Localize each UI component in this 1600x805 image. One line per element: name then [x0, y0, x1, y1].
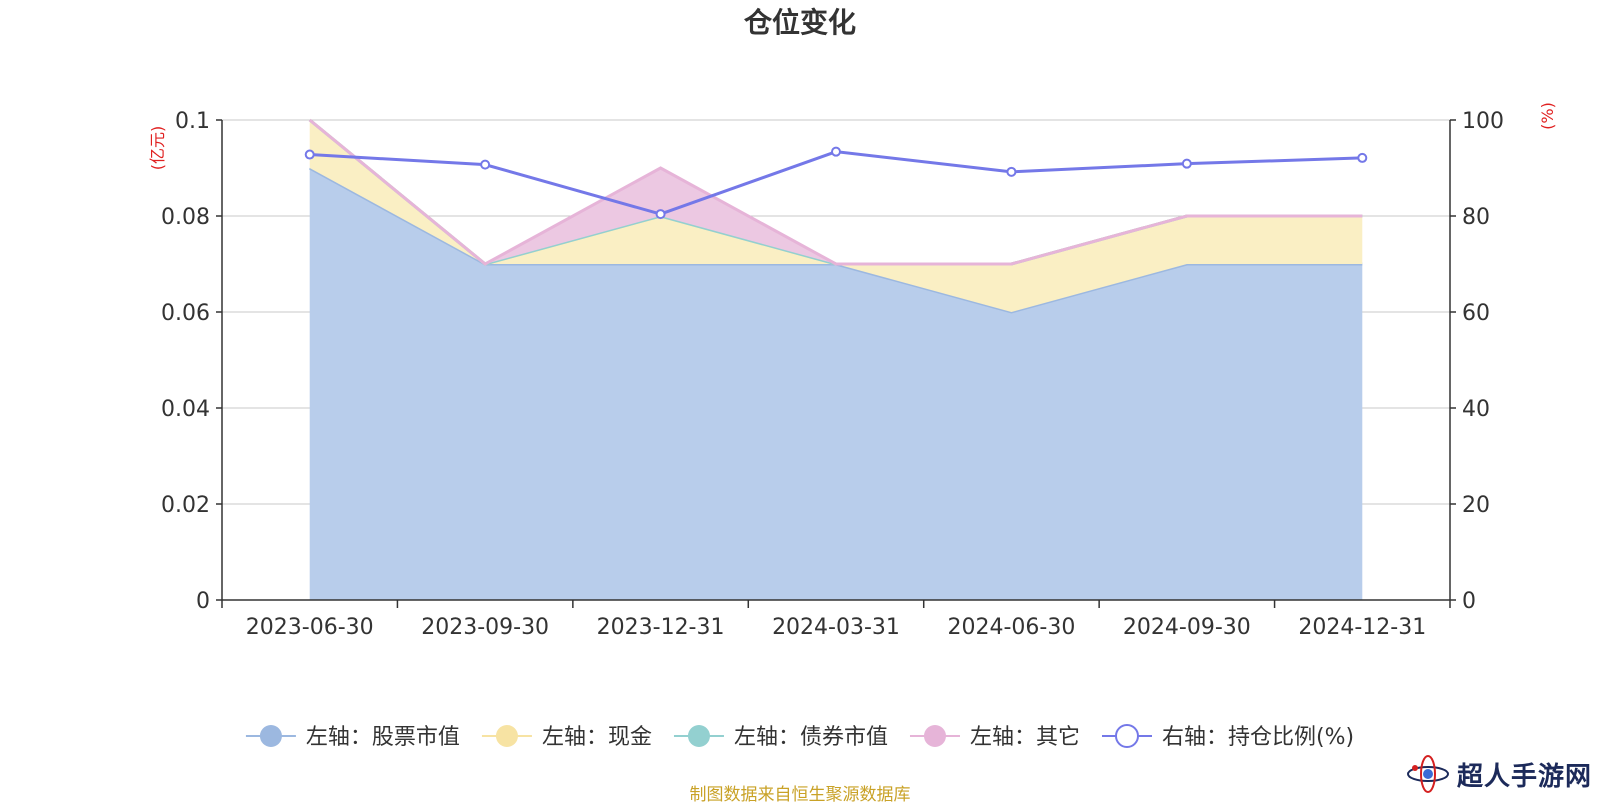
- data-point: [304, 149, 315, 160]
- legend-swatch-marker: [1114, 724, 1139, 748]
- left-tick-label: 0: [196, 589, 210, 614]
- legend-swatch-marker: [923, 725, 946, 747]
- legend-swatch-marker: [259, 725, 282, 747]
- data-point: [655, 209, 666, 220]
- left-tick-label: 0.1: [175, 109, 210, 134]
- area-fill: [309, 168, 1363, 600]
- legend-item: 左轴：股票市值: [245, 725, 460, 750]
- legend-item: 左轴：现金: [481, 725, 652, 750]
- right-tick-label: 100: [1462, 109, 1504, 134]
- watermark: 超人手游网: [1405, 754, 1592, 794]
- watermark-text: 超人手游网: [1456, 761, 1592, 792]
- x-tick-label: 2023-12-31: [597, 615, 725, 640]
- area-series: [308, 118, 1363, 600]
- line-series: [304, 146, 1368, 220]
- area-fill: [309, 120, 1363, 264]
- area-edge-line: [308, 118, 1363, 266]
- left-tick-label: 0.08: [161, 205, 210, 230]
- x-tick-label: 2024-06-30: [947, 615, 1075, 640]
- legend-item: 左轴：债券市值: [673, 725, 888, 750]
- x-tick-label: 2023-09-30: [421, 615, 549, 640]
- legend-label: 左轴：债券市值: [734, 725, 888, 750]
- right-axis-unit: (%): [1538, 102, 1557, 130]
- right-tick-label: 40: [1462, 397, 1490, 422]
- right-tick-label: 20: [1462, 493, 1490, 518]
- data-source-text: 制图数据来自恒生聚源数据库: [689, 785, 911, 805]
- legend-item: 右轴：持仓比例(%): [1101, 724, 1354, 750]
- data-point: [831, 146, 841, 157]
- right-tick-label: 60: [1462, 301, 1490, 326]
- legend-label: 左轴：其它: [970, 725, 1080, 750]
- data-point: [1181, 158, 1192, 169]
- data-point: [480, 159, 491, 170]
- left-tick-label: 0.02: [161, 493, 210, 518]
- watermark-logo-icon: [1406, 755, 1449, 793]
- left-tick-label: 0.04: [161, 397, 210, 422]
- left-axis-unit: (亿元): [148, 126, 167, 171]
- right-tick-label: 0: [1462, 589, 1476, 614]
- legend-label: 左轴：股票市值: [306, 725, 460, 750]
- data-point: [1357, 152, 1368, 163]
- series-line: [309, 150, 1363, 216]
- legend-swatch-marker: [687, 725, 710, 747]
- x-tick-label: 2024-12-31: [1298, 615, 1426, 640]
- legend-label: 左轴：现金: [542, 725, 652, 750]
- x-tick-label: 2023-06-30: [246, 615, 374, 640]
- left-tick-label: 0.06: [161, 301, 210, 326]
- data-point: [1006, 166, 1017, 177]
- axes: 0 0.02 0.04 0.06 0.08 0.1 0 20 40 60 80 100 2023-06-…: [161, 109, 1504, 640]
- area-fill: [309, 120, 1363, 312]
- chart-title: 仓位变化: [744, 6, 856, 39]
- legend-swatch-marker: [495, 725, 518, 747]
- x-tick-label: 2024-09-30: [1123, 615, 1251, 640]
- x-tick-label: 2024-03-31: [772, 615, 900, 640]
- legend-label: 右轴：持仓比例(%): [1162, 725, 1354, 750]
- legend-item: 左轴：其它: [909, 725, 1080, 750]
- legend: 左轴：股票市值 左轴：现金 左轴：债券市值 左轴：其它 右轴：持仓比例(%): [245, 724, 1354, 750]
- right-tick-label: 80: [1462, 205, 1490, 230]
